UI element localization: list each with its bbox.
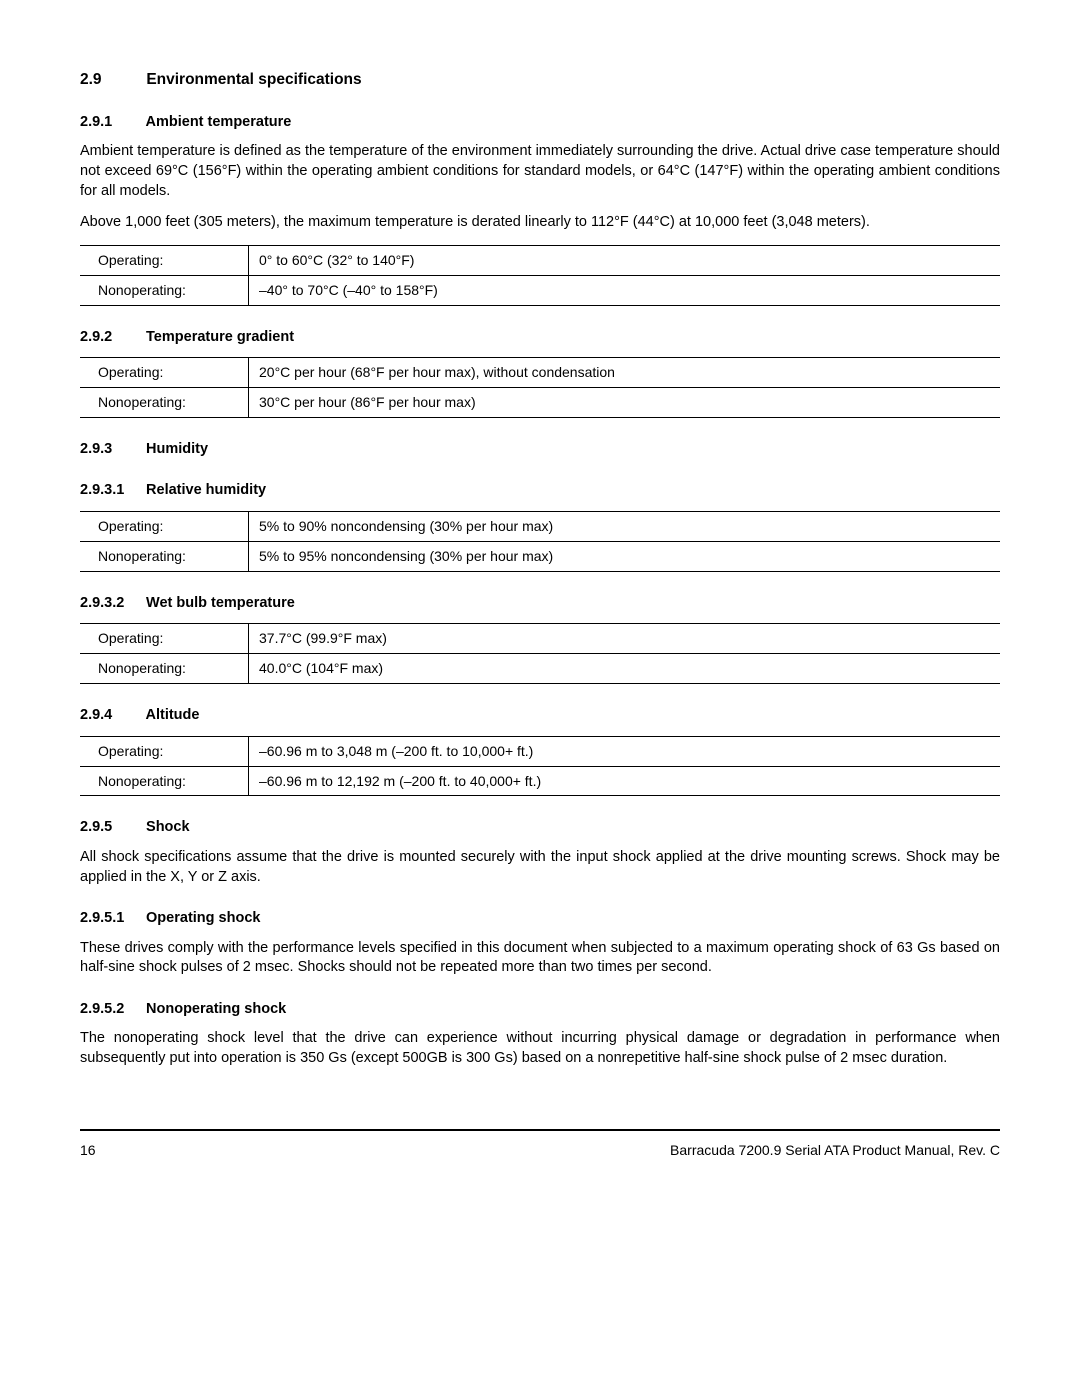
section-number: 2.9 xyxy=(80,70,142,91)
subsubsection-title: Wet bulb temperature xyxy=(146,595,295,611)
subsubsection-heading: 2.9.3.2 Wet bulb temperature xyxy=(80,594,1000,614)
subsubsection-title: Relative humidity xyxy=(146,482,266,498)
paragraph: These drives comply with the performance… xyxy=(80,939,1000,978)
table-label: Nonoperating: xyxy=(80,275,249,305)
table-label: Nonoperating: xyxy=(80,387,249,417)
table-row: Nonoperating: –40° to 70°C (–40° to 158°… xyxy=(80,275,1000,305)
subsection-number: 2.9.1 xyxy=(80,113,142,133)
subsection-title: Shock xyxy=(146,819,190,835)
table-label: Operating: xyxy=(80,736,249,766)
paragraph: Above 1,000 feet (305 meters), the maxim… xyxy=(80,213,1000,233)
table-value: –40° to 70°C (–40° to 158°F) xyxy=(249,275,1001,305)
table-label: Nonoperating: xyxy=(80,766,249,796)
paragraph: All shock specifications assume that the… xyxy=(80,848,1000,887)
subsection-number: 2.9.3 xyxy=(80,440,142,460)
table-row: Nonoperating: 30°C per hour (86°F per ho… xyxy=(80,387,1000,417)
subsection-number: 2.9.5 xyxy=(80,818,142,838)
subsection-heading: 2.9.4 Altitude xyxy=(80,706,1000,726)
paragraph: The nonoperating shock level that the dr… xyxy=(80,1029,1000,1068)
table-row: Operating: 5% to 90% noncondensing (30% … xyxy=(80,511,1000,541)
table-label: Nonoperating: xyxy=(80,541,249,571)
subsubsection-number: 2.9.5.2 xyxy=(80,1000,142,1020)
table-value: 30°C per hour (86°F per hour max) xyxy=(249,387,1001,417)
subsection-title: Humidity xyxy=(146,441,208,457)
subsubsection-number: 2.9.3.1 xyxy=(80,481,142,501)
subsection-title: Ambient temperature xyxy=(146,114,292,130)
table-label: Operating: xyxy=(80,358,249,388)
table-row: Operating: 0° to 60°C (32° to 140°F) xyxy=(80,245,1000,275)
section-heading: 2.9 Environmental specifications xyxy=(80,70,1000,91)
relative-humidity-table: Operating: 5% to 90% noncondensing (30% … xyxy=(80,511,1000,572)
table-row: Operating: 37.7°C (99.9°F max) xyxy=(80,624,1000,654)
table-label: Nonoperating: xyxy=(80,654,249,684)
table-row: Nonoperating: –60.96 m to 12,192 m (–200… xyxy=(80,766,1000,796)
subsection-title: Temperature gradient xyxy=(146,329,294,345)
page-footer: 16 Barracuda 7200.9 Serial ATA Product M… xyxy=(80,1129,1000,1160)
subsubsection-title: Operating shock xyxy=(146,910,260,926)
section-title: Environmental specifications xyxy=(146,71,361,88)
table-value: –60.96 m to 3,048 m (–200 ft. to 10,000+… xyxy=(249,736,1001,766)
subsection-heading: 2.9.2 Temperature gradient xyxy=(80,328,1000,348)
table-label: Operating: xyxy=(80,245,249,275)
subsection-heading: 2.9.1 Ambient temperature xyxy=(80,113,1000,133)
temperature-gradient-table: Operating: 20°C per hour (68°F per hour … xyxy=(80,357,1000,418)
subsection-heading: 2.9.3 Humidity xyxy=(80,440,1000,460)
altitude-table: Operating: –60.96 m to 3,048 m (–200 ft.… xyxy=(80,736,1000,797)
subsubsection-heading: 2.9.3.1 Relative humidity xyxy=(80,481,1000,501)
footer-title: Barracuda 7200.9 Serial ATA Product Manu… xyxy=(670,1141,1000,1160)
table-value: –60.96 m to 12,192 m (–200 ft. to 40,000… xyxy=(249,766,1001,796)
table-value: 0° to 60°C (32° to 140°F) xyxy=(249,245,1001,275)
table-label: Operating: xyxy=(80,624,249,654)
table-value: 20°C per hour (68°F per hour max), witho… xyxy=(249,358,1001,388)
subsection-title: Altitude xyxy=(146,707,200,723)
paragraph: Ambient temperature is defined as the te… xyxy=(80,142,1000,201)
table-row: Operating: 20°C per hour (68°F per hour … xyxy=(80,358,1000,388)
subsubsection-title: Nonoperating shock xyxy=(146,1001,286,1017)
ambient-temperature-table: Operating: 0° to 60°C (32° to 140°F) Non… xyxy=(80,245,1000,306)
table-label: Operating: xyxy=(80,511,249,541)
table-row: Operating: –60.96 m to 3,048 m (–200 ft.… xyxy=(80,736,1000,766)
table-value: 5% to 90% noncondensing (30% per hour ma… xyxy=(249,511,1001,541)
subsubsection-heading: 2.9.5.2 Nonoperating shock xyxy=(80,1000,1000,1020)
table-value: 5% to 95% noncondensing (30% per hour ma… xyxy=(249,541,1001,571)
wet-bulb-table: Operating: 37.7°C (99.9°F max) Nonoperat… xyxy=(80,623,1000,684)
subsection-number: 2.9.4 xyxy=(80,706,142,726)
table-value: 40.0°C (104°F max) xyxy=(249,654,1001,684)
page-number: 16 xyxy=(80,1141,96,1160)
subsection-number: 2.9.2 xyxy=(80,328,142,348)
subsubsection-heading: 2.9.5.1 Operating shock xyxy=(80,909,1000,929)
table-row: Nonoperating: 5% to 95% noncondensing (3… xyxy=(80,541,1000,571)
table-row: Nonoperating: 40.0°C (104°F max) xyxy=(80,654,1000,684)
subsection-heading: 2.9.5 Shock xyxy=(80,818,1000,838)
table-value: 37.7°C (99.9°F max) xyxy=(249,624,1001,654)
subsubsection-number: 2.9.5.1 xyxy=(80,909,142,929)
subsubsection-number: 2.9.3.2 xyxy=(80,594,142,614)
